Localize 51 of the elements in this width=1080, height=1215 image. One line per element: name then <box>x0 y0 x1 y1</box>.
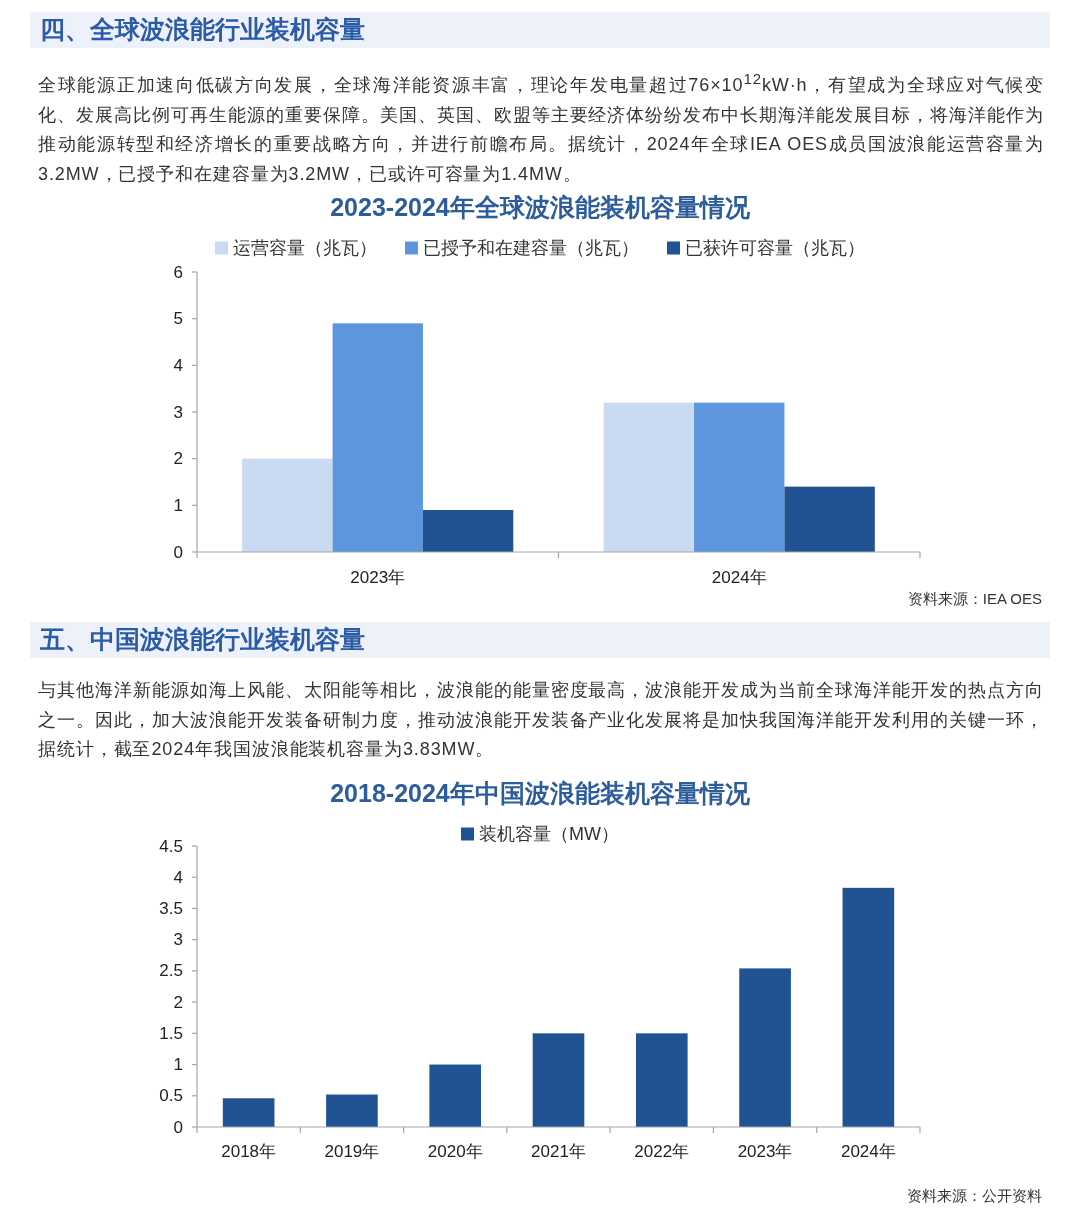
y-tick-label: 0 <box>173 542 183 562</box>
legend-label: 装机容量（MW） <box>479 824 619 844</box>
legend-label: 已获许可容量（兆瓦） <box>685 238 865 258</box>
y-tick-label: 5 <box>173 309 183 329</box>
legend-label: 已授予和在建容量（兆瓦） <box>423 238 639 258</box>
chart-title: 2018-2024年中国波浪能装机容量情况 <box>330 779 751 807</box>
y-tick-label: 1.5 <box>159 1023 183 1043</box>
x-tick-label: 2019年 <box>324 1141 380 1161</box>
bar <box>603 402 695 552</box>
x-tick-label: 2018年 <box>221 1141 277 1161</box>
bar <box>635 1033 688 1127</box>
x-tick-label: 2021年 <box>531 1141 586 1161</box>
x-tick-label: 2024年 <box>711 567 767 587</box>
x-tick-label: 2024年 <box>840 1141 896 1161</box>
y-tick-label: 2 <box>173 992 183 1012</box>
bar <box>842 887 895 1127</box>
text: 资料来源：IEA OES <box>907 590 1042 609</box>
y-tick-label: 3.5 <box>159 898 183 918</box>
text: 全球能源正加速向低碳方向发展，全球海洋能资源丰富，理论年发电量超过76×10$^{12}$kW·h，有望成为全球应对气候变化、发展高比例可再生能源的重要保障。美国、英国、欧盟等主要经济体纷纷发布中长期海洋能发展目标，将海洋能作为推动能源转型和经济增长的重要战略方向，并进行前瞻布局。据统计，2024年全球IEA OES成员国波浪能运营容量为3.2MW，已授予和在建容量为3.2MW，已或许可容量为1.4MW。 <box>38 69 1044 186</box>
bar <box>429 1064 482 1127</box>
bar <box>739 968 791 1127</box>
x-tick-label: 2023年 <box>737 1141 793 1161</box>
text: 与其他海洋新能源如海上风能、太阳能等相比，波浪能的能量密度最高，波浪能开发成为当前全球海洋能开发的热点方向之一。因此，加大波浪能开发装备研制力度，推动波浪能开发装备产业化发展将是加快我国海洋能开发利用的关键一环，据统计，截至2024年我国波浪能装机容量为3.83MW。 <box>38 679 1044 761</box>
y-tick-label: 2.5 <box>159 961 183 981</box>
y-tick-label: 1 <box>173 1055 183 1075</box>
x-tick-label: 2020年 <box>427 1141 483 1161</box>
bar <box>532 1033 585 1127</box>
bar <box>326 1094 378 1127</box>
chart-title: 2023-2024年全球波浪能装机容量情况 <box>330 193 751 221</box>
bar <box>222 1098 275 1127</box>
y-tick-label: 6 <box>173 262 183 282</box>
y-tick-label: 4 <box>173 867 183 887</box>
bar <box>422 510 514 552</box>
y-tick-label: 0 <box>173 1117 183 1137</box>
text: 资料来源：公开资料 <box>907 1187 1042 1206</box>
y-tick-label: 4.5 <box>159 836 183 856</box>
text: 五、中国波浪能行业装机容量 <box>40 624 365 656</box>
y-tick-label: 3 <box>173 930 183 950</box>
bar <box>694 402 785 552</box>
y-tick-label: 4 <box>173 355 183 375</box>
y-tick-label: 3 <box>173 402 183 422</box>
y-tick-label: 0.5 <box>159 1086 183 1106</box>
y-tick-label: 2 <box>173 449 183 469</box>
bar <box>784 486 875 552</box>
x-tick-label: 2023年 <box>350 567 406 587</box>
bar <box>242 458 333 552</box>
y-tick-label: 1 <box>173 495 183 515</box>
x-tick-label: 2022年 <box>634 1141 690 1161</box>
bar <box>332 323 423 552</box>
legend-label: 运营容量（兆瓦） <box>233 238 377 258</box>
text: 四、全球波浪能行业装机容量 <box>40 14 365 46</box>
